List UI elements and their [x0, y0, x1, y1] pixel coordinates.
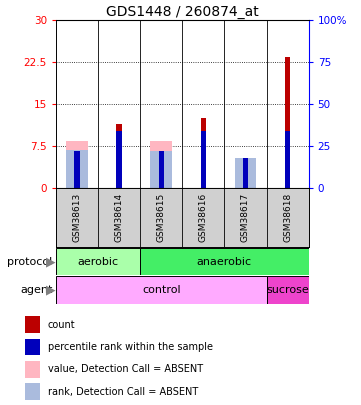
- Bar: [158, 151, 164, 188]
- Title: GDS1448 / 260874_at: GDS1448 / 260874_at: [106, 5, 259, 19]
- Bar: [116, 131, 122, 188]
- Text: GSM38615: GSM38615: [157, 193, 166, 242]
- Bar: [201, 131, 206, 188]
- Text: rank, Detection Call = ABSENT: rank, Detection Call = ABSENT: [48, 387, 198, 396]
- Bar: [285, 131, 290, 188]
- Text: GSM38617: GSM38617: [241, 193, 250, 242]
- Text: ▶: ▶: [45, 284, 55, 296]
- Text: GSM38614: GSM38614: [115, 193, 123, 242]
- Bar: [66, 150, 88, 188]
- Bar: [56, 276, 266, 304]
- Text: GSM38618: GSM38618: [283, 193, 292, 242]
- Text: count: count: [48, 320, 75, 330]
- Bar: [235, 169, 256, 188]
- Bar: [25, 316, 40, 333]
- Text: agent: agent: [20, 285, 52, 295]
- Bar: [74, 151, 80, 188]
- Bar: [56, 248, 140, 275]
- Bar: [150, 141, 172, 188]
- Bar: [235, 158, 256, 188]
- Bar: [266, 276, 309, 304]
- Bar: [66, 141, 88, 188]
- Bar: [150, 151, 172, 188]
- Text: anaerobic: anaerobic: [197, 257, 252, 266]
- Bar: [25, 361, 40, 377]
- Bar: [25, 339, 40, 355]
- Bar: [243, 187, 248, 188]
- Text: aerobic: aerobic: [78, 257, 119, 266]
- Bar: [116, 124, 122, 188]
- Bar: [158, 187, 164, 188]
- Text: control: control: [142, 285, 180, 295]
- Text: GSM38613: GSM38613: [73, 193, 82, 242]
- Bar: [201, 118, 206, 188]
- Bar: [74, 187, 80, 188]
- Text: protocol: protocol: [7, 257, 52, 266]
- Text: GSM38616: GSM38616: [199, 193, 208, 242]
- Bar: [243, 158, 248, 188]
- Text: value, Detection Call = ABSENT: value, Detection Call = ABSENT: [48, 364, 203, 374]
- Text: percentile rank within the sample: percentile rank within the sample: [48, 342, 213, 352]
- Bar: [25, 383, 40, 400]
- Bar: [285, 57, 290, 188]
- Bar: [140, 248, 309, 275]
- Text: ▶: ▶: [45, 255, 55, 268]
- Text: sucrose: sucrose: [266, 285, 309, 295]
